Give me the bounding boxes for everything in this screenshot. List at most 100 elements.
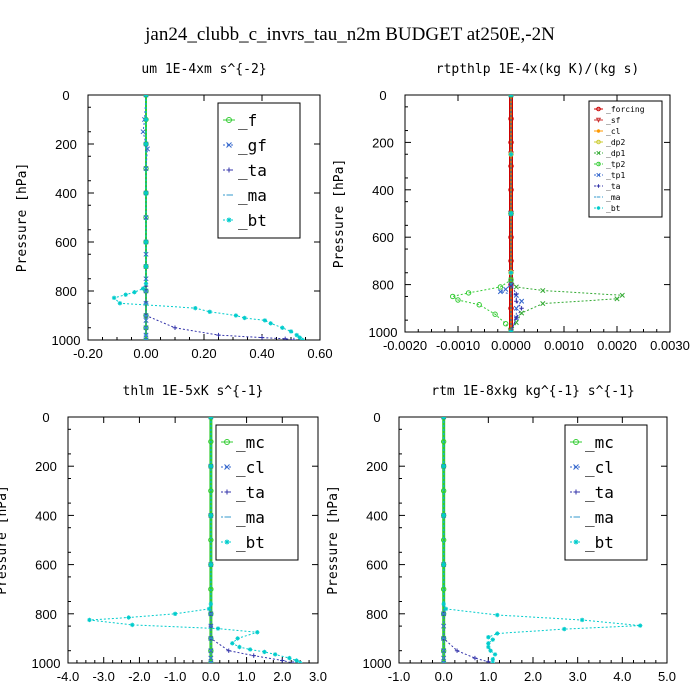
data-point-mc (440, 648, 447, 654)
data-point-bt (233, 313, 239, 318)
legend-label: _f (238, 111, 257, 130)
y-tick-label: 0 (379, 88, 386, 103)
data-point-tp2 (503, 321, 509, 327)
data-point-bt (143, 141, 149, 147)
y-tick-label: 1000 (369, 325, 398, 340)
y-tick-label: 1000 (363, 656, 392, 671)
legend-label: _forcing (606, 105, 645, 114)
legend-label: _bt (236, 533, 265, 552)
x-tick-label: -3.0 (93, 669, 115, 684)
data-point-ta (290, 660, 296, 663)
data-point-bt (208, 562, 214, 567)
data-point-bt (508, 152, 514, 157)
legend-label: _ma (606, 193, 621, 202)
data-point-bt (287, 655, 292, 661)
data-point-bt (562, 626, 567, 632)
x-tick-label: -2.0 (128, 669, 150, 684)
data-point-bt (208, 417, 214, 420)
data-point-ta (514, 291, 519, 297)
y-axis-label: Pressure [hPa] (0, 485, 10, 595)
data-point-bt (443, 606, 449, 612)
y-axis-label: Pressure [hPa] (326, 485, 341, 595)
legend-label: _cl (585, 458, 614, 477)
x-tick-label: 3.0 (569, 669, 587, 684)
data-point-bt (508, 270, 514, 275)
x-tick-label: -1.0 (164, 669, 186, 684)
x-tick-label: -1.0 (388, 669, 410, 684)
legend-marker (573, 539, 579, 545)
legend-label: _ma (238, 186, 267, 205)
panel-1: um 1E-4xm s^{-2} Pressure [hPa] -0.20 0.00 0… (15, 62, 333, 361)
legend-label: _sf (606, 116, 621, 125)
panel-title: rtpthlp 1E-4x(kg K)/(kg s) (436, 62, 640, 77)
x-tick-label: 0.0010 (544, 338, 584, 353)
data-point-dp1 (614, 296, 620, 302)
legend-label: _ta (606, 182, 621, 191)
y-tick-label: 600 (55, 235, 77, 250)
data-point-bt (117, 301, 123, 306)
series-layer (111, 95, 305, 340)
data-point-dp1 (540, 287, 546, 294)
data-point-bt (441, 562, 446, 567)
data-point-tp2 (476, 302, 482, 308)
data-point-bt (208, 601, 214, 607)
data-point-bt (441, 513, 446, 518)
data-point-tp2 (508, 277, 514, 283)
y-tick-label: 0 (62, 88, 69, 103)
panel-title: thlm 1E-5xK s^{-1} (123, 384, 264, 399)
x-tick-label: 4.0 (613, 669, 631, 684)
data-point-bt (288, 329, 294, 334)
data-point-bt (490, 660, 495, 663)
data-point-bt (143, 264, 149, 269)
y-tick-label: 400 (55, 186, 77, 201)
data-point-bt (206, 606, 212, 612)
data-point-ta (514, 298, 519, 304)
data-point-tp2 (450, 293, 456, 300)
data-point-bt (294, 658, 299, 663)
data-point-bt (235, 636, 240, 641)
data-point-tp1 (513, 305, 519, 311)
data-point-ta (251, 653, 256, 658)
legend-label: _bt (606, 204, 621, 213)
data-point-ta (454, 648, 460, 653)
data-point-bt (297, 335, 302, 340)
y-tick-label: 1000 (52, 333, 81, 348)
panel-4: rtm 1E-8xkg kg^{-1} s^{-1} Pressure [hPa]… (326, 384, 676, 684)
data-point-bt (140, 286, 146, 291)
data-point-cl (441, 660, 447, 663)
figure-title: jan24_clubb_c_invrs_tau_n2m BUDGET at250… (144, 24, 555, 45)
legend-label: _mc (236, 433, 265, 452)
legend-label: _tp2 (606, 160, 625, 169)
data-point-ta (226, 648, 231, 653)
legend-label: _cl (236, 458, 265, 477)
x-tick-label: 0.0 (435, 669, 453, 684)
legend: _f _gf _ta _ma _bt (217, 102, 301, 239)
data-point-cl (208, 660, 214, 663)
y-tick-label: 200 (372, 135, 394, 150)
data-point-ta (283, 336, 288, 340)
x-tick-label: 0.0030 (650, 338, 690, 353)
y-tick-label: 600 (35, 558, 57, 573)
legend-label: _bt (585, 533, 614, 552)
data-point-bt (495, 612, 500, 618)
data-point-gf (143, 337, 149, 340)
data-point-bt (132, 290, 137, 295)
data-point-bt (490, 637, 495, 642)
data-point-bt (294, 332, 299, 338)
panel-2: rtpthlp 1E-4x(kg K)/(kg s) Pressure [hPa]… (332, 62, 690, 353)
data-point-bt (143, 190, 149, 196)
legend: _mc _cl _ta _ma _bt (215, 424, 299, 561)
x-tick-label: 1.0 (479, 669, 497, 684)
data-point-bt (193, 305, 198, 311)
y-tick-label: 0 (373, 410, 380, 425)
legend: _mc _cl _ta _ma _bt (564, 424, 648, 561)
data-point-bt (280, 325, 285, 330)
data-point-ta (519, 306, 524, 311)
y-tick-label: 800 (372, 278, 394, 293)
data-point-bt (143, 281, 149, 286)
legend-marker (573, 439, 579, 445)
data-point-bt (87, 617, 92, 623)
data-point-bt (207, 309, 212, 315)
legend-marker (224, 489, 230, 495)
data-point-ta (514, 315, 519, 320)
